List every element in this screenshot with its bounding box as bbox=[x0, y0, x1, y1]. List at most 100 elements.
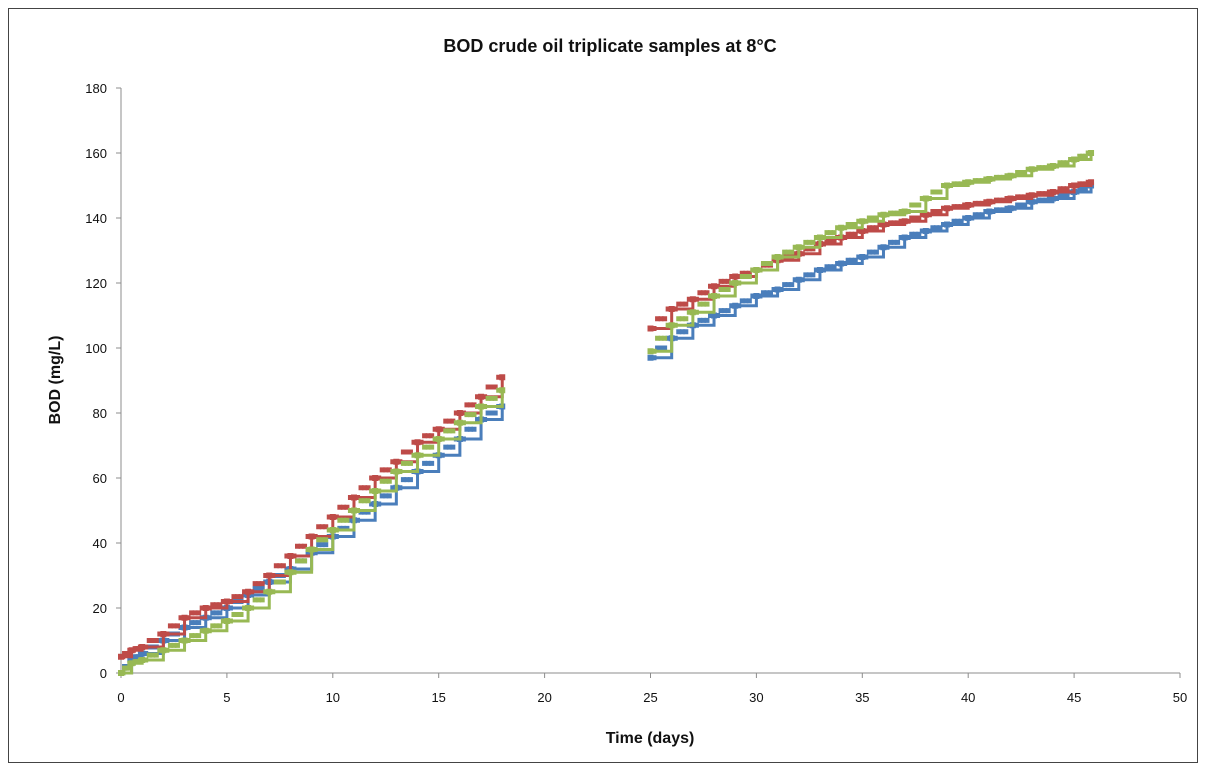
data-point bbox=[1088, 150, 1095, 156]
data-point bbox=[231, 594, 237, 600]
data-point bbox=[983, 199, 989, 205]
data-point bbox=[711, 293, 718, 299]
data-point bbox=[813, 235, 819, 240]
data-point bbox=[390, 469, 396, 474]
data-point bbox=[916, 231, 922, 237]
data-point bbox=[803, 239, 809, 245]
data-point bbox=[969, 215, 975, 221]
data-point bbox=[919, 212, 925, 218]
y-tick-label: 140 bbox=[85, 211, 107, 226]
data-point bbox=[362, 485, 368, 491]
data-point bbox=[979, 212, 985, 218]
data-point bbox=[164, 631, 170, 637]
data-point bbox=[665, 306, 671, 312]
y-tick-label: 120 bbox=[85, 276, 107, 291]
data-point bbox=[697, 290, 703, 296]
data-point bbox=[291, 553, 297, 559]
data-point bbox=[137, 651, 143, 656]
data-point bbox=[1015, 202, 1021, 208]
data-point bbox=[407, 477, 413, 483]
data-point bbox=[937, 225, 943, 231]
data-point bbox=[990, 209, 996, 214]
data-point bbox=[820, 235, 826, 240]
data-point bbox=[909, 202, 915, 208]
data-point bbox=[760, 290, 766, 296]
data-point bbox=[1068, 157, 1074, 162]
data-point bbox=[137, 644, 143, 650]
data-point bbox=[1064, 186, 1070, 192]
data-point bbox=[323, 537, 329, 543]
x-tick-label: 10 bbox=[326, 690, 340, 705]
data-point bbox=[1061, 192, 1067, 198]
data-point bbox=[969, 202, 975, 208]
data-point bbox=[816, 267, 823, 273]
data-point bbox=[266, 588, 273, 595]
data-point bbox=[1071, 182, 1078, 189]
data-point bbox=[655, 316, 661, 322]
data-point bbox=[199, 605, 205, 611]
data-point bbox=[810, 272, 816, 278]
data-point bbox=[192, 620, 198, 626]
data-point bbox=[1025, 199, 1031, 205]
data-point bbox=[1028, 192, 1035, 199]
data-point bbox=[933, 189, 939, 195]
data-point bbox=[329, 514, 336, 520]
data-point bbox=[743, 270, 749, 276]
data-point bbox=[295, 543, 300, 549]
data-point bbox=[316, 524, 322, 530]
data-point bbox=[213, 623, 219, 629]
data-point bbox=[700, 290, 706, 296]
data-point bbox=[976, 200, 982, 206]
data-point bbox=[411, 452, 417, 458]
data-point bbox=[863, 254, 869, 260]
data-point bbox=[372, 475, 379, 481]
data-point bbox=[700, 317, 706, 323]
data-point bbox=[492, 410, 498, 416]
data-point bbox=[1043, 197, 1049, 203]
data-point bbox=[785, 282, 791, 288]
data-point bbox=[778, 254, 784, 260]
data-point bbox=[658, 345, 664, 351]
data-point bbox=[192, 610, 198, 616]
data-point bbox=[880, 244, 887, 251]
data-point bbox=[234, 612, 240, 617]
data-point bbox=[958, 204, 964, 210]
data-point bbox=[778, 257, 784, 263]
data-point bbox=[333, 527, 339, 533]
data-point bbox=[792, 277, 798, 283]
data-point bbox=[411, 439, 417, 445]
data-point bbox=[647, 325, 654, 332]
data-point bbox=[831, 230, 837, 236]
data-point bbox=[1028, 198, 1035, 205]
data-point bbox=[708, 313, 714, 318]
data-point bbox=[824, 230, 830, 236]
data-point bbox=[891, 210, 897, 216]
data-point bbox=[397, 459, 403, 465]
data-point bbox=[849, 222, 855, 227]
data-point bbox=[1004, 196, 1010, 201]
data-point bbox=[178, 638, 184, 643]
data-point bbox=[164, 647, 170, 653]
data-point bbox=[206, 628, 212, 634]
data-point bbox=[746, 270, 752, 276]
y-tick-label: 100 bbox=[85, 341, 107, 356]
x-tick-label: 20 bbox=[537, 690, 551, 705]
data-point bbox=[171, 642, 177, 648]
data-point bbox=[220, 618, 226, 624]
data-point bbox=[181, 614, 188, 621]
data-point bbox=[337, 504, 343, 510]
data-point bbox=[736, 303, 742, 309]
data-point bbox=[446, 444, 452, 450]
data-point bbox=[146, 652, 152, 658]
data-point bbox=[969, 179, 975, 185]
data-point bbox=[1088, 179, 1095, 186]
data-point bbox=[725, 308, 731, 314]
data-point bbox=[192, 633, 198, 639]
data-point bbox=[1057, 160, 1063, 166]
data-point bbox=[496, 387, 502, 393]
data-point bbox=[672, 322, 678, 328]
data-point bbox=[828, 264, 834, 270]
data-point bbox=[993, 174, 999, 180]
data-point bbox=[901, 218, 908, 225]
data-point bbox=[672, 335, 678, 341]
